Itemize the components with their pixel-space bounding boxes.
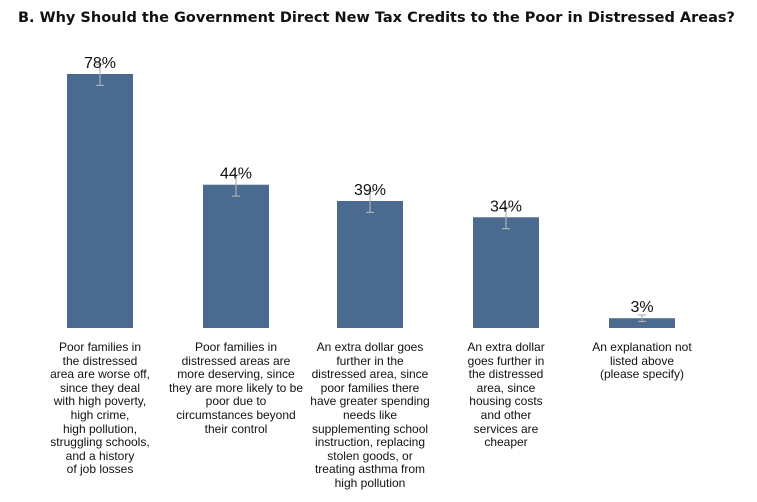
error-bars-layer bbox=[96, 63, 646, 323]
value-label-2: 44% bbox=[220, 166, 252, 183]
category-label-1: Poor families in the distressed area are… bbox=[50, 340, 150, 477]
value-labels-layer: 78% 44% 39% 34% 3% bbox=[84, 55, 654, 316]
bars-layer bbox=[67, 74, 675, 328]
error-bar-3 bbox=[366, 190, 374, 213]
error-bar-1 bbox=[96, 63, 104, 86]
category-label-3: An extra dollar goes further in the dist… bbox=[310, 340, 430, 490]
category-label-4: An extra dollar goes further in the dist… bbox=[467, 340, 545, 450]
bar-2 bbox=[203, 184, 269, 328]
bar-3 bbox=[337, 201, 403, 328]
value-label-4: 34% bbox=[490, 198, 522, 215]
chart-title: B. Why Should the Government Direct New … bbox=[18, 10, 735, 26]
category-label-2: Poor families in distressed areas are mo… bbox=[168, 340, 304, 436]
value-label-1: 78% bbox=[84, 55, 116, 72]
value-label-3: 39% bbox=[354, 182, 386, 199]
value-label-5: 3% bbox=[630, 299, 653, 316]
bar-1 bbox=[67, 74, 133, 328]
error-bar-4 bbox=[502, 206, 510, 230]
error-bar-5 bbox=[638, 314, 646, 323]
category-label-5: An explanation not listed above (please … bbox=[592, 340, 692, 382]
error-bar-2 bbox=[232, 174, 240, 197]
bar-5 bbox=[609, 318, 675, 328]
bar-4 bbox=[473, 217, 539, 328]
